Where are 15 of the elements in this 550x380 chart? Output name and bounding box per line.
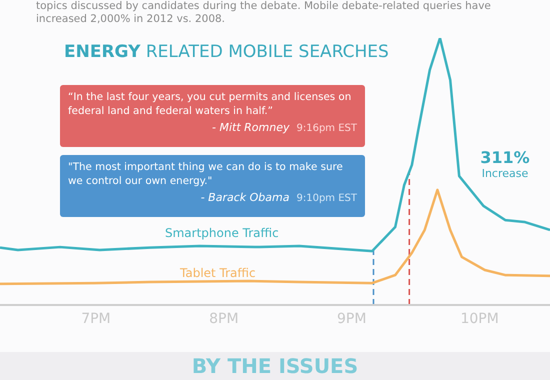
- chart-title: ENERGY RELATED MOBILE SEARCHES: [64, 42, 389, 62]
- annotation: “In the last four years, you cut permits and licenses on federal land and federal waters in half.”: [68, 90, 352, 118]
- annotation: Increase: [480, 167, 530, 180]
- series-label: Tablet Traffic: [180, 266, 256, 280]
- text: topics discussed by candidates during the debate. Mobile debate-related queries have increased 2,000% in 2012 vs. 2008.: [36, 0, 492, 26]
- text: BY THE ISSUES: [0, 352, 550, 380]
- quote-box: "The most important thing we can do is to make sure we control our own energy." - Barack Obama 9:10pm EST: [60, 155, 365, 217]
- series-label: Smartphone Traffic: [165, 226, 279, 240]
- annotation: 9:16pm EST: [296, 123, 357, 134]
- annotation: 9:10pm EST: [296, 193, 357, 204]
- annotation: 311%: [479, 148, 531, 167]
- quote-box: “In the last four years, you cut permits and licenses on federal land and federal waters in half.” - Mitt Romney 9:16pm EST: [60, 85, 365, 147]
- annotation: - Barack Obama: [200, 191, 290, 204]
- annotation: - Mitt Romney: [212, 121, 290, 134]
- annotation: "The most important thing we can do is to make sure we control our own energy.": [68, 160, 344, 188]
